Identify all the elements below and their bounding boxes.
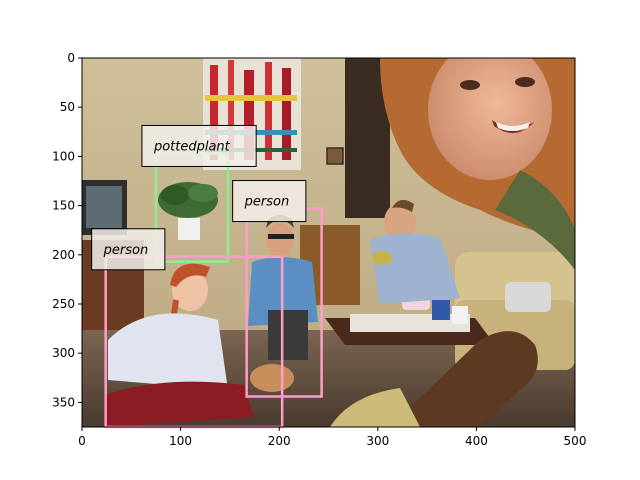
girl-left [104, 263, 294, 427]
detection-label-bg [141, 124, 257, 167]
x-tick-label: 0 [78, 434, 86, 448]
detection-label: person [103, 243, 149, 258]
y-tick-label: 300 [52, 346, 75, 360]
detection-label: person [244, 195, 290, 210]
y-tick-label: 50 [60, 100, 75, 114]
axes-frame [81, 57, 576, 428]
x-axis: 0 100 200 300 400 500 [78, 427, 586, 448]
x-tick-label: 100 [169, 434, 192, 448]
y-tick-label: 100 [52, 149, 75, 163]
woman-face [380, 58, 575, 270]
y-tick-label: 200 [52, 248, 75, 262]
x-tick-label: 500 [564, 434, 587, 448]
detections-layer: pottedplant person person [91, 124, 323, 429]
coffee-table [325, 298, 495, 345]
x-tick-label: 400 [465, 434, 488, 448]
y-tick-label: 250 [52, 297, 75, 311]
y-axis: 0 50 100 150 200 250 300 350 [52, 51, 82, 409]
x-tick-label: 300 [366, 434, 389, 448]
foreground-arm [330, 331, 538, 427]
y-tick-label: 0 [67, 51, 75, 65]
man-right [370, 199, 460, 304]
photo [82, 58, 575, 427]
detection-label-bg [232, 180, 307, 223]
y-tick-label: 150 [52, 199, 75, 213]
x-tick-label: 200 [268, 434, 291, 448]
detection-label: pottedplant [153, 139, 231, 154]
potted-plant [158, 182, 218, 240]
y-tick-label: 350 [52, 395, 75, 409]
detection-label-bg [91, 228, 166, 271]
